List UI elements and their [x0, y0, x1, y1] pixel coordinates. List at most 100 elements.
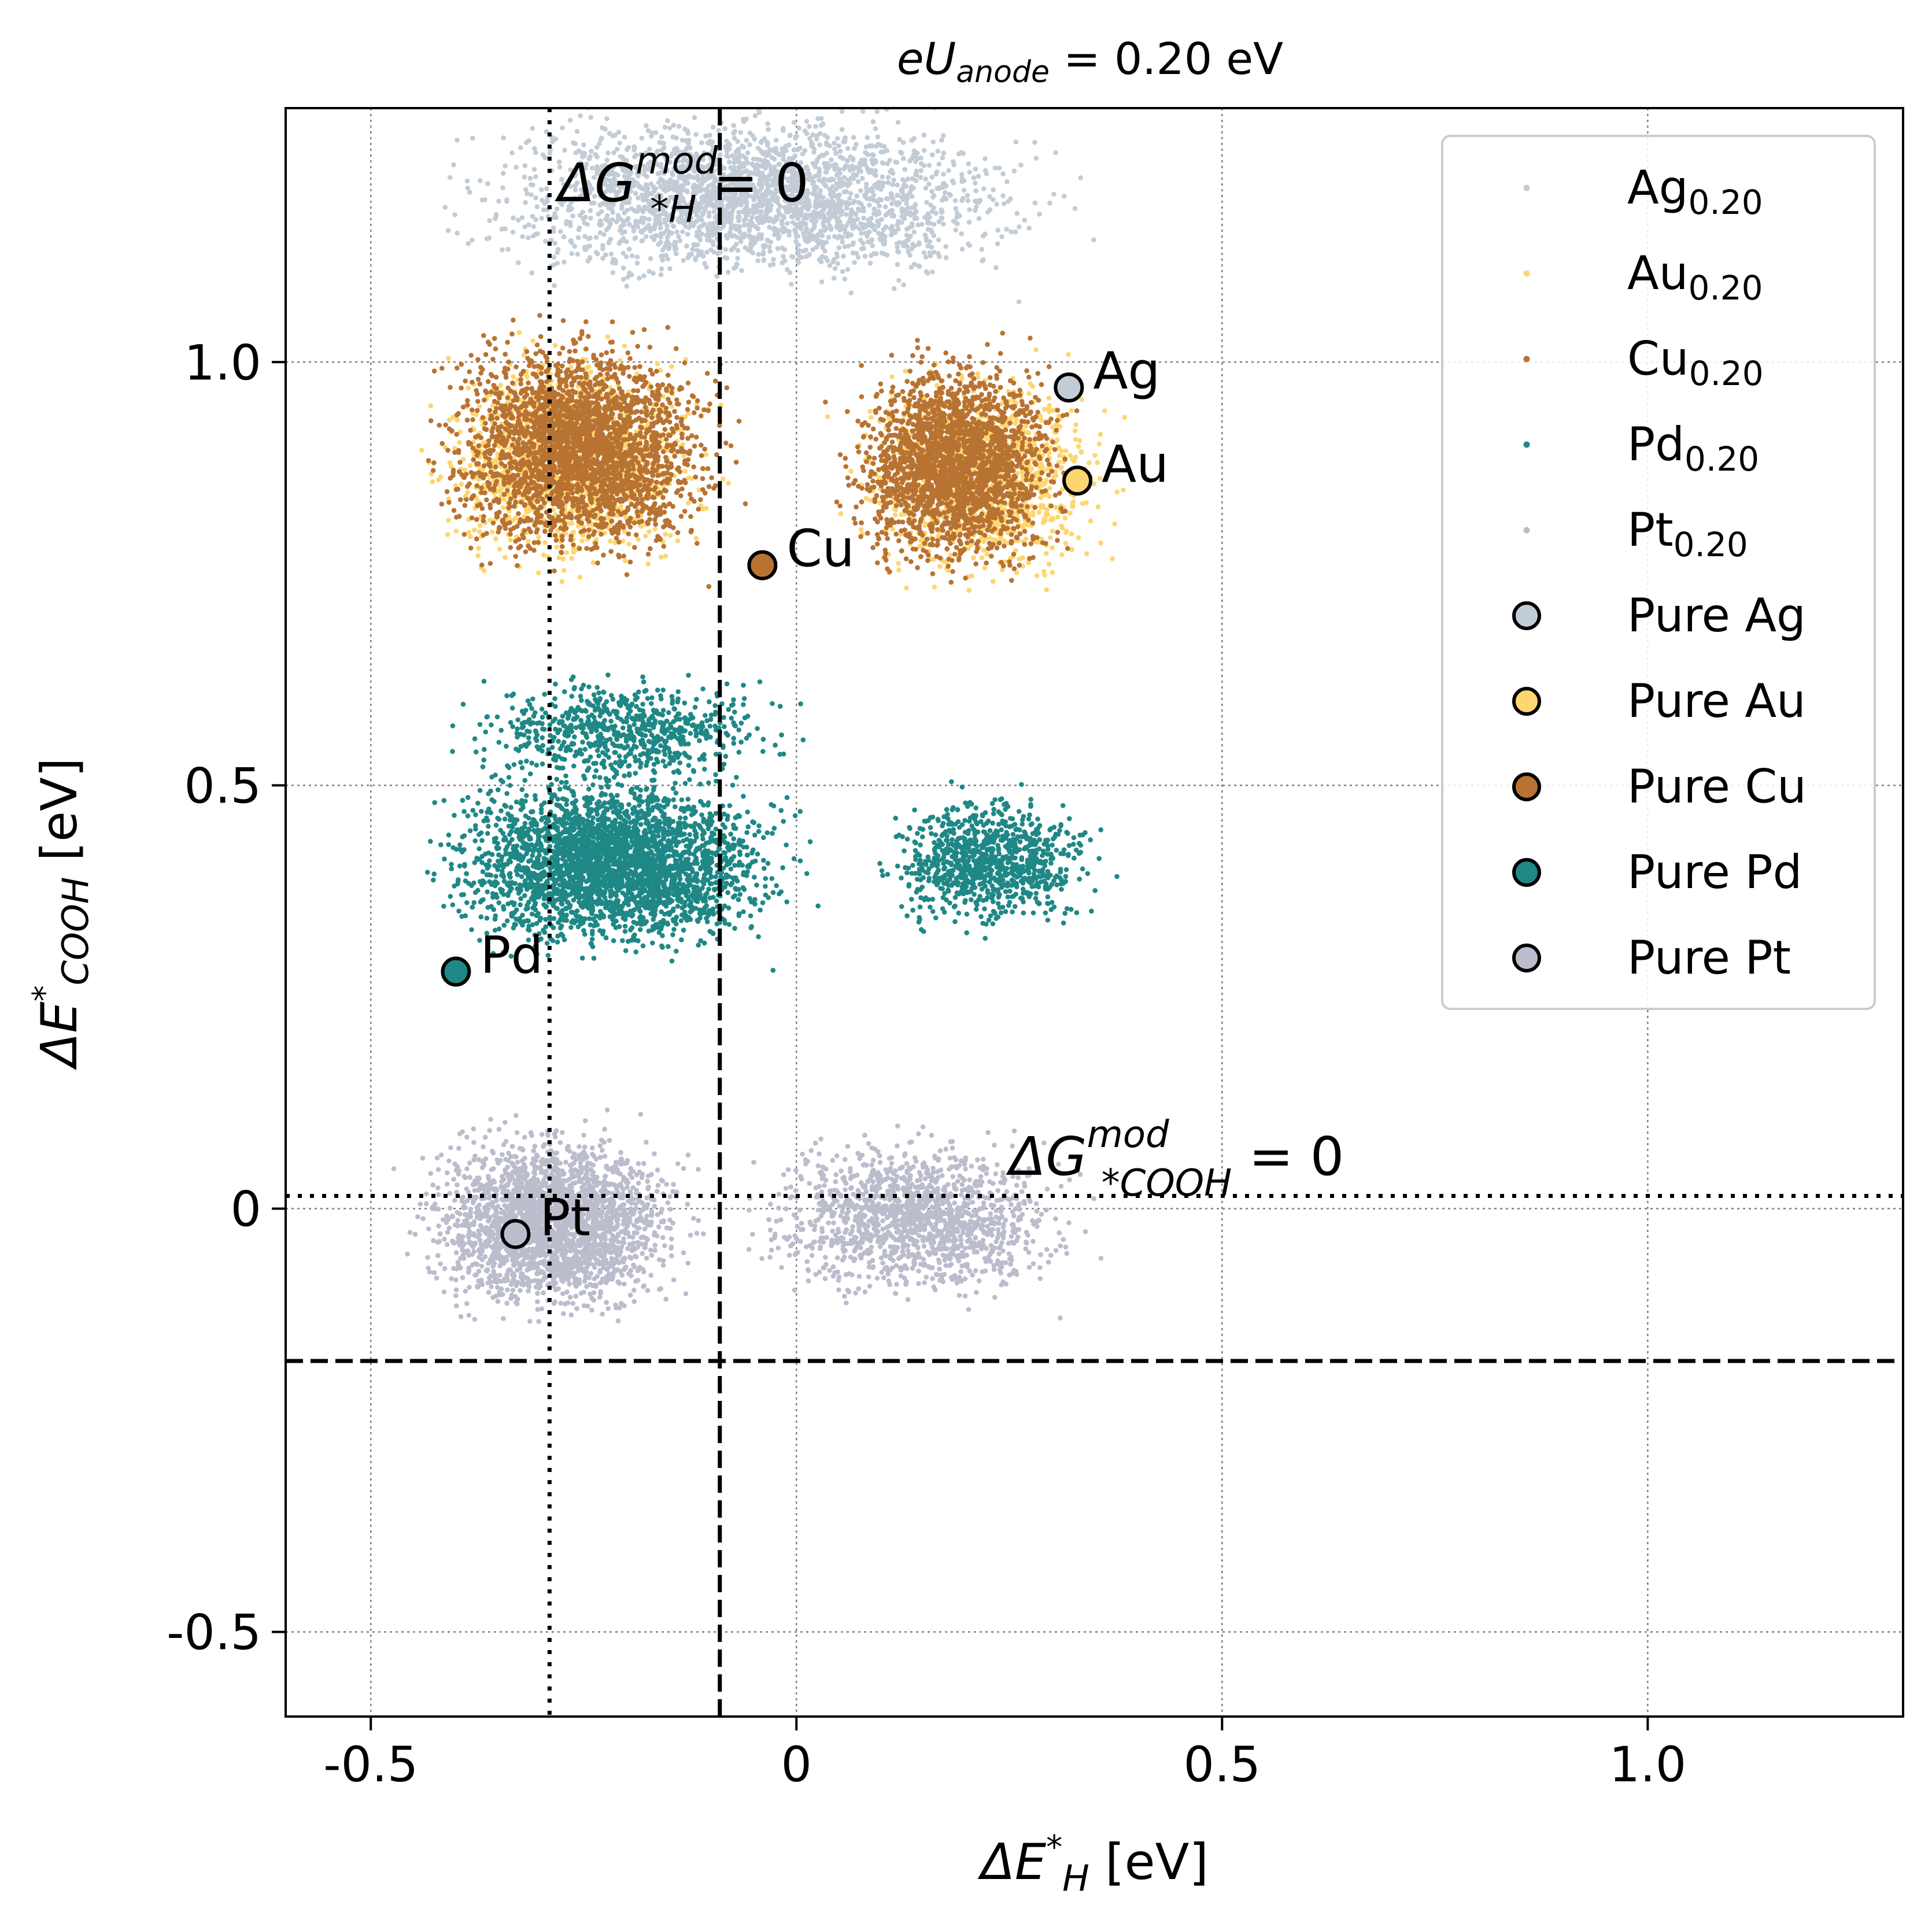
- scatter-point: [856, 208, 862, 213]
- scatter-point: [503, 163, 508, 169]
- scatter-point: [661, 231, 666, 236]
- scatter-point: [500, 171, 506, 176]
- scatter-point: [648, 134, 654, 139]
- scatter-point: [858, 221, 863, 227]
- scatter-point: [873, 173, 878, 178]
- scatter-point: [556, 555, 562, 560]
- scatter-point: [804, 119, 810, 124]
- scatter-point: [490, 529, 495, 535]
- scatter-point: [887, 158, 892, 163]
- scatter-point: [867, 409, 873, 414]
- scatter-point: [603, 252, 608, 257]
- scatter-point: [830, 199, 836, 205]
- scatter-point: [552, 241, 558, 246]
- scatter-point: [807, 124, 812, 130]
- scatter-point: [919, 221, 925, 227]
- scatter-point: [500, 247, 505, 253]
- scatter-point: [1020, 555, 1025, 560]
- scatter-point: [608, 251, 614, 257]
- scatter-point: [644, 234, 649, 239]
- scatter-point: [953, 227, 958, 233]
- scatter-point: [767, 224, 772, 230]
- scatter-point: [991, 197, 996, 202]
- scatter-point: [904, 227, 910, 232]
- scatter-point: [681, 453, 686, 458]
- scatter-point: [445, 532, 450, 537]
- scatter-point: [755, 236, 760, 242]
- scatter-point: [925, 227, 931, 232]
- scatter-point: [1046, 561, 1052, 567]
- scatter-point: [485, 181, 490, 186]
- scatter-point: [848, 290, 854, 295]
- scatter-point: [523, 200, 528, 205]
- scatter-point: [554, 544, 560, 550]
- scatter-point: [752, 113, 758, 119]
- scatter-point: [834, 136, 840, 141]
- scatter-point: [702, 261, 707, 267]
- scatter-point: [685, 131, 691, 136]
- scatter-point: [869, 415, 874, 420]
- scatter-point: [810, 247, 815, 253]
- scatter-point: [893, 160, 899, 165]
- scatter-point: [645, 561, 651, 567]
- scatter-point: [868, 195, 873, 201]
- scatter-point: [590, 560, 596, 565]
- scatter-point: [690, 246, 696, 252]
- scatter-point: [967, 169, 972, 175]
- scatter-point: [499, 227, 505, 232]
- scatter-point: [929, 152, 935, 158]
- scatter-point: [833, 193, 838, 198]
- scatter-point: [892, 230, 898, 235]
- scatter-point: [831, 276, 837, 281]
- scatter-point: [766, 127, 771, 132]
- scatter-point: [847, 195, 852, 201]
- scatter-point: [888, 191, 894, 197]
- scatter-point: [530, 233, 536, 239]
- scatter-point: [918, 168, 923, 173]
- scatter-point: [865, 135, 870, 140]
- scatter-point: [472, 527, 477, 532]
- scatter-point: [825, 414, 830, 419]
- scatter-point: [841, 139, 846, 145]
- scatter-point: [971, 175, 977, 180]
- scatter-point: [847, 168, 853, 173]
- scatter-point: [620, 276, 626, 282]
- scatter-point: [1026, 225, 1032, 231]
- scatter-point: [519, 215, 525, 220]
- scatter-point: [575, 251, 581, 257]
- scatter-point: [544, 186, 549, 191]
- scatter-point: [645, 128, 651, 134]
- scatter-point: [477, 523, 483, 528]
- scatter-point: [810, 161, 816, 166]
- scatter-point: [660, 253, 665, 258]
- scatter-point: [1044, 550, 1049, 556]
- scatter-point: [856, 168, 862, 174]
- scatter-point: [1080, 501, 1085, 506]
- scatter-point: [889, 224, 895, 229]
- scatter-point: [880, 174, 885, 180]
- scatter-point: [1096, 441, 1102, 447]
- scatter-point: [567, 117, 573, 123]
- scatter-point: [561, 234, 567, 239]
- scatter-point: [738, 130, 743, 135]
- scatter-point: [640, 220, 646, 225]
- scatter-point: [930, 139, 936, 145]
- scatter-point: [1056, 453, 1062, 458]
- scatter-point: [976, 173, 981, 179]
- scatter-point: [927, 214, 932, 220]
- scatter-point: [514, 165, 519, 170]
- scatter-point: [873, 126, 878, 131]
- scatter-point: [1013, 421, 1018, 426]
- scatter-point: [1033, 347, 1039, 353]
- scatter-point: [500, 185, 505, 190]
- scatter-point: [931, 193, 937, 198]
- scatter-point: [796, 260, 801, 265]
- scatter-point: [625, 275, 630, 280]
- scatter-point: [850, 156, 856, 161]
- scatter-point: [943, 244, 948, 249]
- scatter-point: [789, 254, 795, 259]
- scatter-point: [992, 165, 998, 171]
- scatter-point: [929, 175, 935, 180]
- scatter-point: [889, 208, 895, 213]
- scatter-point: [863, 495, 869, 501]
